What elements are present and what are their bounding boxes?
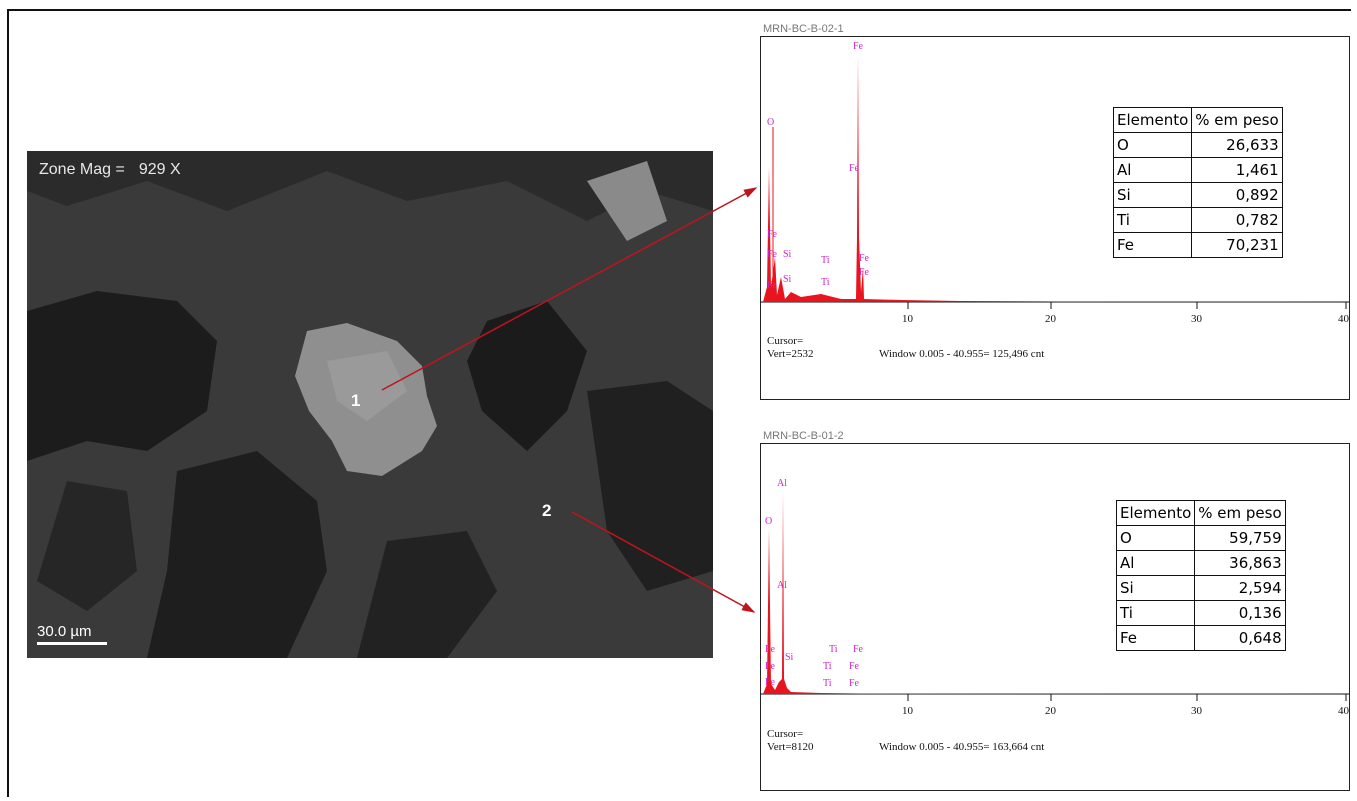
element-cell: Si [1112, 182, 1193, 208]
weight-cell: 59,759 [1194, 525, 1286, 551]
peak-label-si: Si [783, 274, 792, 285]
x-tick-30: 30 [1191, 705, 1202, 717]
x-tick-20: 20 [1045, 313, 1056, 325]
x-tick-20: 20 [1045, 705, 1056, 717]
x-tick-40: 40 [1338, 705, 1349, 717]
weight-cell: 1,461 [1191, 157, 1283, 183]
peak-label-fe: Fe [849, 661, 859, 672]
peak-label-fe: Fe [853, 41, 863, 52]
table-header-row: Elemento % em peso [1112, 107, 1283, 133]
header-weight: % em peso [1194, 500, 1286, 526]
header-weight: % em peso [1191, 107, 1283, 133]
peak-label-si: Si [783, 249, 792, 260]
peak-label-ti: Ti [821, 255, 830, 266]
peak-label-fe: Fe [849, 678, 859, 689]
element-cell: O [1112, 132, 1193, 158]
table-header-row: Elemento % em peso [1115, 500, 1286, 526]
peak-label-si: Si [785, 652, 794, 663]
weight-cell: 26,633 [1191, 132, 1283, 158]
element-cell: Ti [1112, 207, 1193, 233]
element-cell: Fe [1115, 625, 1196, 651]
spectrum-1-panel: O Fe Fe Fe Fe Si Si Ti Ti Fe Fe Fe 10 20… [760, 36, 1350, 400]
peak-label-fe: Fe [767, 249, 777, 260]
weight-cell: 70,231 [1191, 232, 1283, 258]
element-cell: O [1115, 525, 1196, 551]
peak-label-fe: Fe [859, 253, 869, 264]
peak-label-ti: Ti [823, 661, 832, 672]
peak-label-fe: Fe [849, 163, 859, 174]
table-row: Ti 0,136 [1115, 600, 1286, 626]
element-cell: Al [1115, 550, 1196, 576]
x-tick-10: 10 [902, 313, 913, 325]
weight-cell: 0,892 [1191, 182, 1283, 208]
table-row: Si 2,594 [1115, 575, 1286, 601]
table-row: Ti 0,782 [1112, 207, 1283, 233]
table-row: Fe 70,231 [1112, 232, 1283, 258]
table-row: Fe 0,648 [1115, 625, 1286, 651]
figure-frame [7, 9, 1351, 797]
weight-cell: 0,782 [1191, 207, 1283, 233]
element-cell: Si [1115, 575, 1196, 601]
header-element: Elemento [1112, 107, 1193, 133]
peak-label-fe: Fe [859, 267, 869, 278]
peak-label-o: O [767, 117, 775, 128]
spectrum-2-plot [761, 492, 1349, 701]
zone-mag-label: Zone Mag = 929 X [39, 161, 181, 178]
table-row: O 59,759 [1115, 525, 1286, 551]
composition-table-2: Elemento % em peso O 59,759 Al 36,863 Si 2,… [1115, 500, 1286, 651]
scale-bar-line [37, 642, 107, 645]
peak-label-ti: Ti [823, 678, 832, 689]
weight-cell: 36,863 [1194, 550, 1286, 576]
cursor-label: Cursor= [767, 335, 804, 347]
weight-cell: 0,648 [1194, 625, 1286, 651]
scale-bar: 30.0 µm [37, 623, 107, 645]
peak-label-ti: Ti [821, 277, 830, 288]
peak-label-fe: Fe [767, 280, 777, 291]
spectrum-2-panel: Al O Al Fe Fe Fe Si Ti Ti Ti Fe Fe Fe 10… [760, 443, 1350, 791]
vert-readout: Vert=2532 [767, 348, 814, 360]
element-cell: Al [1112, 157, 1193, 183]
table-row: O 26,633 [1112, 132, 1283, 158]
peak-label-fe: Fe [765, 661, 775, 672]
table-row: Al 1,461 [1112, 157, 1283, 183]
window-readout: Window 0.005 - 40.955= 163,664 cnt [879, 741, 1045, 753]
window-readout: Window 0.005 - 40.955= 125,496 cnt [879, 348, 1045, 360]
spectrum-1-plot [761, 55, 1349, 309]
table-row: Al 36,863 [1115, 550, 1286, 576]
point-2-label: 2 [542, 501, 552, 520]
element-cell: Ti [1115, 600, 1196, 626]
point-1-label: 1 [351, 391, 361, 410]
weight-cell: 2,594 [1194, 575, 1286, 601]
header-element: Elemento [1115, 500, 1196, 526]
peak-label-fe: Fe [853, 644, 863, 655]
element-cell: Fe [1112, 232, 1193, 258]
vert-readout: Vert=8120 [767, 741, 814, 753]
peak-label-fe: Fe [765, 644, 775, 655]
weight-cell: 0,136 [1194, 600, 1286, 626]
peak-label-fe: Fe [767, 229, 777, 240]
x-tick-40: 40 [1338, 313, 1349, 325]
peak-label-al: Al [777, 478, 787, 489]
spectrum-2-title: MRN-BC-B-01-2 [763, 430, 844, 442]
x-tick-10: 10 [902, 705, 913, 717]
peak-label-o: O [765, 516, 773, 527]
table-row: Si 0,892 [1112, 182, 1283, 208]
cursor-label: Cursor= [767, 728, 804, 740]
spectrum-1-title: MRN-BC-B-02-1 [763, 23, 844, 35]
peak-label-fe: Fe [765, 677, 775, 688]
peak-label-ti: Ti [829, 644, 838, 655]
x-tick-30: 30 [1191, 313, 1202, 325]
sem-micrograph: Zone Mag = 929 X 1 2 30.0 µm [27, 151, 713, 658]
micrograph-texture [27, 151, 713, 658]
composition-table-1: Elemento % em peso O 26,633 Al 1,461 Si 0,8… [1112, 107, 1283, 258]
peak-label-al: Al [777, 580, 787, 591]
